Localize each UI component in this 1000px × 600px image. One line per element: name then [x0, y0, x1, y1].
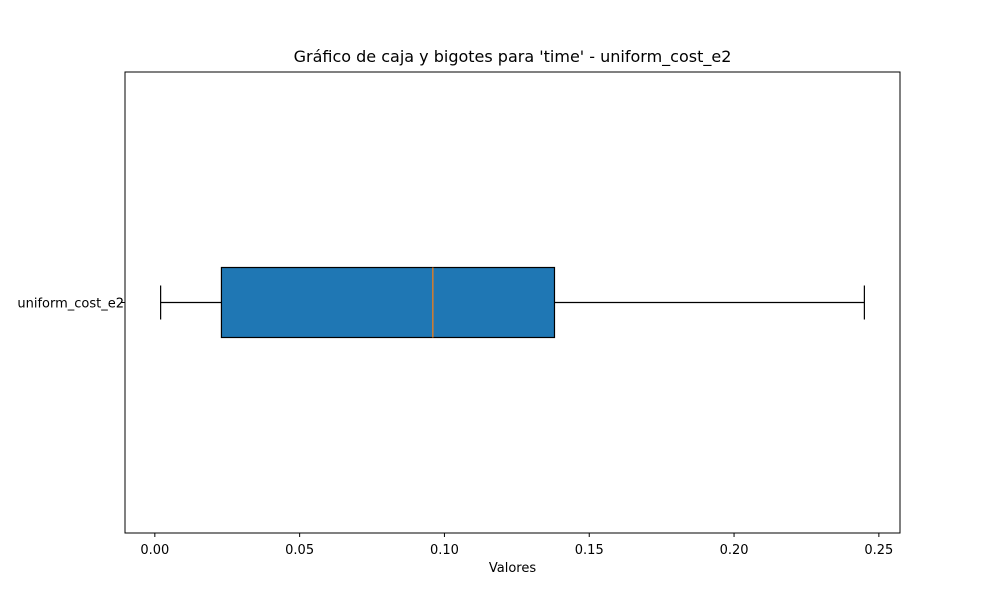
x-tick-label: 0.25: [864, 543, 893, 558]
x-tick-label: 0.15: [575, 543, 604, 558]
chart-title: Gráfico de caja y bigotes para 'time' - …: [293, 47, 732, 66]
x-tick-label: 0.00: [140, 543, 169, 558]
box-iqr: [220, 266, 556, 339]
x-axis-label: Valores: [488, 561, 537, 576]
x-tick-label: 0.10: [430, 543, 459, 558]
x-tick-label: 0.05: [285, 543, 314, 558]
y-tick-label: uniform_cost_e2: [17, 297, 124, 312]
x-tick-label: 0.20: [720, 543, 749, 558]
